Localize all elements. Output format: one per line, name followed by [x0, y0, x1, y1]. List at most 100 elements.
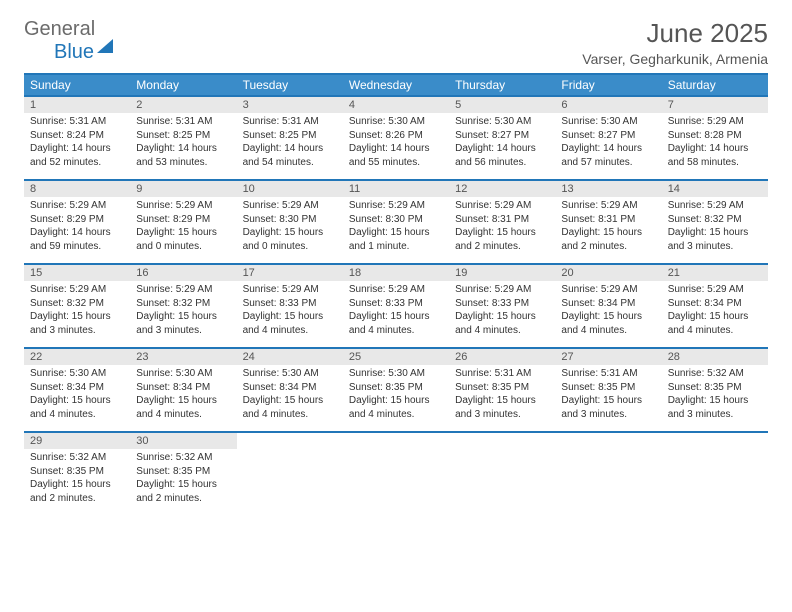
day-cell: 4Sunrise: 5:30 AMSunset: 8:26 PMDaylight…: [343, 97, 449, 179]
day-detail: Sunrise: 5:30 AMSunset: 8:34 PMDaylight:…: [130, 365, 236, 427]
day-number: 7: [662, 97, 768, 113]
day-cell: 20Sunrise: 5:29 AMSunset: 8:34 PMDayligh…: [555, 265, 661, 347]
day-detail: Sunrise: 5:31 AMSunset: 8:24 PMDaylight:…: [24, 113, 130, 175]
day-number: 18: [343, 265, 449, 281]
day-detail: Sunrise: 5:29 AMSunset: 8:31 PMDaylight:…: [449, 197, 555, 259]
logo-text-part2: Blue: [54, 41, 94, 63]
day-number: 30: [130, 433, 236, 449]
day-cell: 8Sunrise: 5:29 AMSunset: 8:29 PMDaylight…: [24, 181, 130, 263]
day-cell: 22Sunrise: 5:30 AMSunset: 8:34 PMDayligh…: [24, 349, 130, 431]
day-detail: Sunrise: 5:31 AMSunset: 8:35 PMDaylight:…: [555, 365, 661, 427]
day-number: 8: [24, 181, 130, 197]
day-detail: Sunrise: 5:29 AMSunset: 8:28 PMDaylight:…: [662, 113, 768, 175]
logo-triangle-icon: [97, 22, 113, 53]
week-row: 29Sunrise: 5:32 AMSunset: 8:35 PMDayligh…: [24, 431, 768, 515]
day-number: 16: [130, 265, 236, 281]
day-cell: 2Sunrise: 5:31 AMSunset: 8:25 PMDaylight…: [130, 97, 236, 179]
day-cell: [449, 433, 555, 515]
day-cell: 17Sunrise: 5:29 AMSunset: 8:33 PMDayligh…: [237, 265, 343, 347]
logo: General Blue: [24, 18, 113, 64]
day-detail: Sunrise: 5:29 AMSunset: 8:34 PMDaylight:…: [662, 281, 768, 343]
day-detail: Sunrise: 5:29 AMSunset: 8:32 PMDaylight:…: [130, 281, 236, 343]
day-cell: 6Sunrise: 5:30 AMSunset: 8:27 PMDaylight…: [555, 97, 661, 179]
weekday-header: Friday: [555, 75, 661, 95]
day-number: 12: [449, 181, 555, 197]
day-detail: Sunrise: 5:30 AMSunset: 8:34 PMDaylight:…: [24, 365, 130, 427]
day-cell: 15Sunrise: 5:29 AMSunset: 8:32 PMDayligh…: [24, 265, 130, 347]
calendar: SundayMondayTuesdayWednesdayThursdayFrid…: [24, 73, 768, 515]
day-detail: Sunrise: 5:29 AMSunset: 8:33 PMDaylight:…: [237, 281, 343, 343]
day-number: 26: [449, 349, 555, 365]
location: Varser, Gegharkunik, Armenia: [582, 51, 768, 67]
day-cell: 28Sunrise: 5:32 AMSunset: 8:35 PMDayligh…: [662, 349, 768, 431]
day-detail: Sunrise: 5:29 AMSunset: 8:30 PMDaylight:…: [237, 197, 343, 259]
day-cell: 23Sunrise: 5:30 AMSunset: 8:34 PMDayligh…: [130, 349, 236, 431]
day-number: 11: [343, 181, 449, 197]
day-number: 5: [449, 97, 555, 113]
day-detail: Sunrise: 5:29 AMSunset: 8:32 PMDaylight:…: [24, 281, 130, 343]
day-cell: 26Sunrise: 5:31 AMSunset: 8:35 PMDayligh…: [449, 349, 555, 431]
weekday-header: Wednesday: [343, 75, 449, 95]
day-number: 28: [662, 349, 768, 365]
day-detail: Sunrise: 5:30 AMSunset: 8:27 PMDaylight:…: [555, 113, 661, 175]
day-cell: 27Sunrise: 5:31 AMSunset: 8:35 PMDayligh…: [555, 349, 661, 431]
week-row: 1Sunrise: 5:31 AMSunset: 8:24 PMDaylight…: [24, 95, 768, 179]
day-number: 2: [130, 97, 236, 113]
day-detail: Sunrise: 5:29 AMSunset: 8:33 PMDaylight:…: [449, 281, 555, 343]
day-detail: Sunrise: 5:29 AMSunset: 8:30 PMDaylight:…: [343, 197, 449, 259]
day-number: 15: [24, 265, 130, 281]
day-cell: 14Sunrise: 5:29 AMSunset: 8:32 PMDayligh…: [662, 181, 768, 263]
day-cell: 3Sunrise: 5:31 AMSunset: 8:25 PMDaylight…: [237, 97, 343, 179]
day-cell: 29Sunrise: 5:32 AMSunset: 8:35 PMDayligh…: [24, 433, 130, 515]
weekday-header-row: SundayMondayTuesdayWednesdayThursdayFrid…: [24, 75, 768, 95]
day-number: 21: [662, 265, 768, 281]
week-row: 8Sunrise: 5:29 AMSunset: 8:29 PMDaylight…: [24, 179, 768, 263]
day-cell: 30Sunrise: 5:32 AMSunset: 8:35 PMDayligh…: [130, 433, 236, 515]
day-detail: Sunrise: 5:29 AMSunset: 8:29 PMDaylight:…: [24, 197, 130, 259]
day-cell: 24Sunrise: 5:30 AMSunset: 8:34 PMDayligh…: [237, 349, 343, 431]
day-number: 13: [555, 181, 661, 197]
title-block: June 2025 Varser, Gegharkunik, Armenia: [582, 18, 768, 67]
day-number: 19: [449, 265, 555, 281]
weekday-header: Monday: [130, 75, 236, 95]
day-cell: [237, 433, 343, 515]
day-cell: [343, 433, 449, 515]
day-detail: Sunrise: 5:30 AMSunset: 8:34 PMDaylight:…: [237, 365, 343, 427]
day-number: 3: [237, 97, 343, 113]
day-detail: Sunrise: 5:32 AMSunset: 8:35 PMDaylight:…: [662, 365, 768, 427]
day-number: 25: [343, 349, 449, 365]
day-cell: 19Sunrise: 5:29 AMSunset: 8:33 PMDayligh…: [449, 265, 555, 347]
day-cell: 16Sunrise: 5:29 AMSunset: 8:32 PMDayligh…: [130, 265, 236, 347]
day-number: 23: [130, 349, 236, 365]
weekday-header: Tuesday: [237, 75, 343, 95]
day-detail: Sunrise: 5:29 AMSunset: 8:29 PMDaylight:…: [130, 197, 236, 259]
day-number: 20: [555, 265, 661, 281]
day-number: 9: [130, 181, 236, 197]
day-number: 10: [237, 181, 343, 197]
weekday-header: Sunday: [24, 75, 130, 95]
day-detail: Sunrise: 5:29 AMSunset: 8:33 PMDaylight:…: [343, 281, 449, 343]
day-number: 6: [555, 97, 661, 113]
day-number: 4: [343, 97, 449, 113]
day-cell: 9Sunrise: 5:29 AMSunset: 8:29 PMDaylight…: [130, 181, 236, 263]
weekday-header: Saturday: [662, 75, 768, 95]
day-detail: Sunrise: 5:29 AMSunset: 8:34 PMDaylight:…: [555, 281, 661, 343]
day-number: 1: [24, 97, 130, 113]
day-number: 17: [237, 265, 343, 281]
day-cell: 5Sunrise: 5:30 AMSunset: 8:27 PMDaylight…: [449, 97, 555, 179]
day-detail: Sunrise: 5:32 AMSunset: 8:35 PMDaylight:…: [130, 449, 236, 511]
day-detail: Sunrise: 5:32 AMSunset: 8:35 PMDaylight:…: [24, 449, 130, 511]
month-title: June 2025: [582, 18, 768, 49]
day-cell: 10Sunrise: 5:29 AMSunset: 8:30 PMDayligh…: [237, 181, 343, 263]
day-number: 22: [24, 349, 130, 365]
day-detail: Sunrise: 5:30 AMSunset: 8:35 PMDaylight:…: [343, 365, 449, 427]
day-cell: 21Sunrise: 5:29 AMSunset: 8:34 PMDayligh…: [662, 265, 768, 347]
day-detail: Sunrise: 5:30 AMSunset: 8:26 PMDaylight:…: [343, 113, 449, 175]
logo-text-part1: General: [24, 18, 95, 40]
day-detail: Sunrise: 5:29 AMSunset: 8:32 PMDaylight:…: [662, 197, 768, 259]
header: General Blue June 2025 Varser, Gegharkun…: [24, 18, 768, 67]
day-number: 29: [24, 433, 130, 449]
day-cell: 11Sunrise: 5:29 AMSunset: 8:30 PMDayligh…: [343, 181, 449, 263]
day-cell: 18Sunrise: 5:29 AMSunset: 8:33 PMDayligh…: [343, 265, 449, 347]
day-detail: Sunrise: 5:31 AMSunset: 8:35 PMDaylight:…: [449, 365, 555, 427]
